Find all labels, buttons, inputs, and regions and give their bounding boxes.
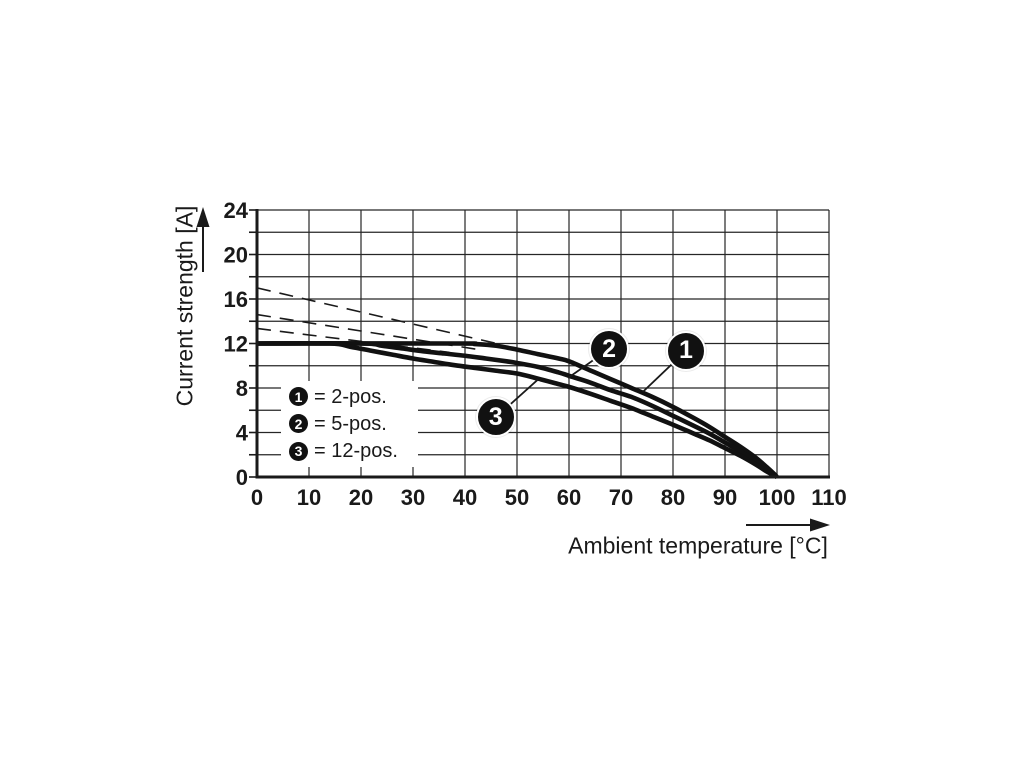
curve-2-pos. <box>256 341 779 479</box>
svg-text:110: 110 <box>811 485 847 510</box>
derating-curves <box>256 340 779 480</box>
svg-text:20: 20 <box>349 485 373 510</box>
series-3-marker-icon: 3 <box>289 441 308 461</box>
callout-bubble-1: 1 <box>666 330 706 371</box>
axis-arrows <box>196 207 830 532</box>
svg-text:20: 20 <box>224 243 248 268</box>
svg-text:10: 10 <box>297 485 321 510</box>
legend-item: 1 = 2-pos. <box>289 387 418 407</box>
legend-item: 2 = 5-pos. <box>289 414 418 434</box>
svg-text:40: 40 <box>453 485 477 510</box>
svg-text:100: 100 <box>759 485 796 510</box>
svg-text:50: 50 <box>505 485 529 510</box>
svg-text:60: 60 <box>557 485 581 510</box>
callout-bubble-2: 2 <box>589 329 630 370</box>
legend-item-label: = 12-pos. <box>314 440 398 463</box>
y-axis-title: Current strength [A] <box>171 205 198 407</box>
callout-bubble-3: 3 <box>475 397 516 438</box>
curve-5-pos. <box>256 341 779 479</box>
legend-item-label: = 2-pos. <box>314 385 387 408</box>
svg-text:16: 16 <box>224 287 248 312</box>
series-1-marker-icon: 1 <box>289 387 308 407</box>
legend: 1 = 2-pos. 2 = 5-pos. 3 = 12-pos. <box>281 381 418 467</box>
svg-text:12: 12 <box>224 332 248 357</box>
svg-text:80: 80 <box>661 485 685 510</box>
svg-text:30: 30 <box>401 485 425 510</box>
series-2-marker-icon: 2 <box>289 414 308 434</box>
svg-text:0: 0 <box>236 465 248 490</box>
legend-item: 3 = 12-pos. <box>289 441 418 461</box>
svg-text:24: 24 <box>224 198 249 223</box>
svg-text:70: 70 <box>609 485 633 510</box>
legend-item-label: = 5-pos. <box>314 412 387 435</box>
curve-12-pos. <box>256 340 779 480</box>
svg-text:0: 0 <box>251 485 263 510</box>
svg-text:4: 4 <box>236 421 249 446</box>
svg-text:8: 8 <box>236 376 248 401</box>
svg-text:90: 90 <box>713 485 737 510</box>
x-axis-title: Ambient temperature [°C] <box>568 532 828 559</box>
axes <box>249 209 830 479</box>
